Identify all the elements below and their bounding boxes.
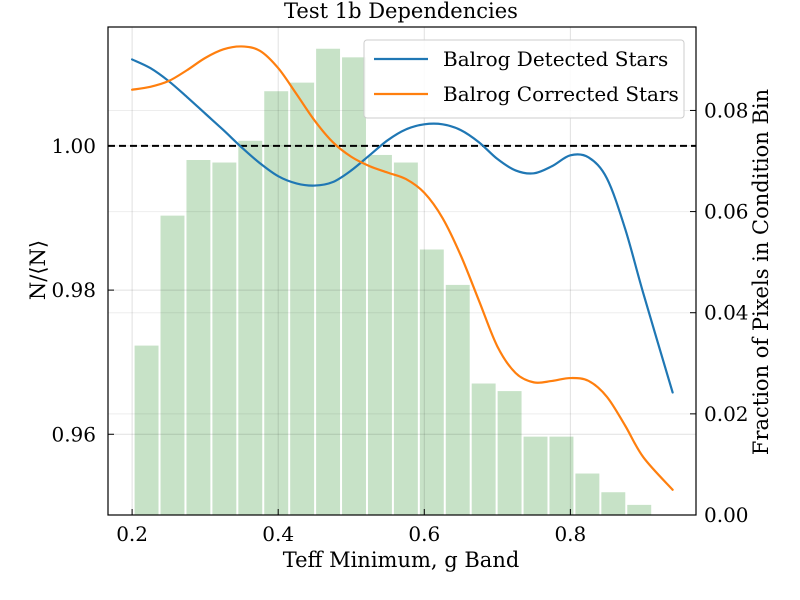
y-tick-label-right: 0.00 — [704, 503, 749, 527]
plot-frame — [107, 26, 697, 516]
legend-label-detected: Balrog Detected Stars — [443, 47, 668, 71]
histogram-bar — [523, 436, 548, 515]
x-tick-label: 0.6 — [408, 522, 440, 546]
y-tick-label: 0.98 — [51, 278, 96, 302]
histogram-bar — [342, 57, 366, 515]
y-tick-label: 0.96 — [51, 422, 96, 446]
histogram-bar — [601, 492, 626, 515]
legend-label-corrected: Balrog Corrected Stars — [443, 82, 679, 106]
histogram-bar — [316, 48, 341, 515]
histogram-bar — [393, 162, 418, 515]
x-tick-label: 0.4 — [262, 522, 294, 546]
legend-box — [363, 39, 685, 119]
histogram-bar — [186, 159, 211, 515]
axis-ticks: 0.2 0.4 0.6 0.8 0.96 0.98 1.00 0.00 0.02 0.04 0.06… — [51, 98, 748, 546]
y-tick-label-right: 0.04 — [704, 301, 749, 325]
chart-title: Test 1b Dependencies — [284, 0, 518, 23]
y-tick-label-right: 0.08 — [704, 98, 749, 122]
x-tick-label: 0.8 — [554, 522, 586, 546]
series-line-corrected — [131, 45, 674, 491]
y-axis-label-right: Fraction of Pixels in Condition Bin — [749, 89, 773, 455]
series-lines — [131, 45, 674, 491]
histogram-bar — [212, 162, 237, 515]
histogram-bar — [627, 504, 652, 515]
series-line-detected — [131, 58, 674, 394]
histogram-bar — [575, 473, 600, 515]
histogram-bar — [471, 383, 496, 515]
y-axis-label: N/⟨N⟩ — [26, 240, 50, 300]
histogram-bar — [445, 284, 470, 515]
x-tick-label: 0.2 — [116, 522, 148, 546]
histogram-bar — [419, 249, 444, 516]
legend: Balrog Detected Stars Balrog Corrected S… — [363, 39, 685, 119]
histogram-bar — [264, 91, 289, 516]
histogram-bar — [134, 345, 159, 515]
histogram-bar — [290, 82, 315, 515]
histogram-bar — [549, 436, 574, 515]
y-tick-label-right: 0.02 — [704, 402, 749, 426]
histogram-bar — [497, 391, 522, 515]
histogram-bar — [238, 140, 263, 515]
histogram-bar — [367, 154, 392, 516]
y-tick-label-right: 0.06 — [704, 200, 749, 224]
x-axis-label: Teff Minimum, g Band — [283, 548, 520, 572]
y-tick-label: 1.00 — [51, 134, 96, 158]
histogram-bar — [160, 215, 185, 515]
